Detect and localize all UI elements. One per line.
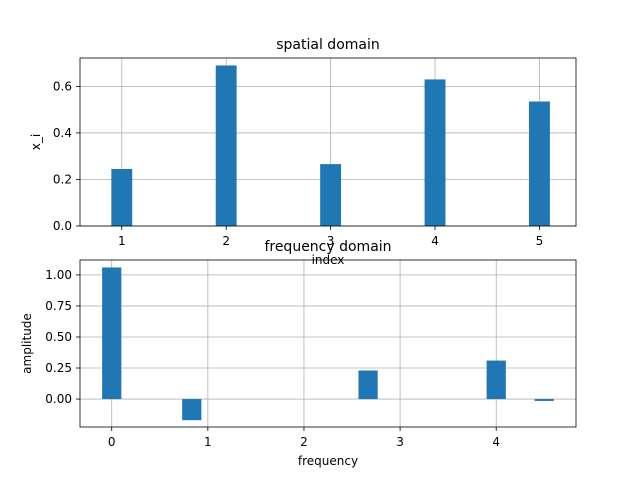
frequency-bar [182, 399, 202, 421]
spatial-bar [424, 79, 446, 227]
spatial-y-tick-label: 0.6 [53, 79, 72, 93]
spatial-x-tick-label: 2 [222, 234, 230, 248]
spatial-x-tick-label: 3 [327, 234, 335, 248]
frequency-bar [534, 399, 554, 401]
frequency-axes-frame [79, 259, 577, 428]
frequency-y-tick-label: 0.25 [45, 361, 72, 375]
frequency-x-tick-label: 2 [300, 435, 308, 449]
spatial-y-axis-label: x_i [29, 134, 43, 150]
frequency-bar [486, 360, 506, 400]
frequency-y-tick-label: 0.00 [45, 392, 72, 406]
spatial-x-tick-label: 1 [118, 234, 126, 248]
spatial-x-tick-label: 5 [536, 234, 544, 248]
spatial-axes-frame [79, 57, 577, 227]
frequency-x-tick-label: 1 [204, 435, 212, 449]
frequency-bar [102, 267, 122, 400]
spatial-x-tick-label: 4 [431, 234, 439, 248]
spatial-y-tick-label: 0.4 [53, 126, 72, 140]
frequency-bar [358, 370, 378, 400]
frequency-x-tick-label: 4 [492, 435, 500, 449]
spatial-title: spatial domain [276, 37, 380, 53]
frequency-title: frequency domain [264, 239, 391, 255]
spatial-bar [215, 65, 237, 226]
spatial-y-tick-label: 0.0 [53, 219, 72, 233]
frequency-x-tick-label: 3 [396, 435, 404, 449]
frequency-domain-axes: 0 1 2 3 4 0.00 0.25 0.50 0.75 1.00 frequency domai… [20, 239, 577, 468]
frequency-y-tick-label: 0.75 [45, 299, 72, 313]
frequency-y-tick-label: 1.00 [45, 268, 72, 282]
spatial-bar [320, 164, 342, 226]
frequency-y-axis-label: amplitude [20, 313, 34, 374]
frequency-y-tick-label: 0.50 [45, 330, 72, 344]
spatial-bar [529, 101, 550, 226]
spatial-y-tick-label: 0.2 [53, 172, 72, 186]
frequency-x-axis-label: frequency [298, 454, 358, 468]
frequency-x-tick-label: 0 [108, 435, 116, 449]
spatial-bar [111, 168, 133, 226]
